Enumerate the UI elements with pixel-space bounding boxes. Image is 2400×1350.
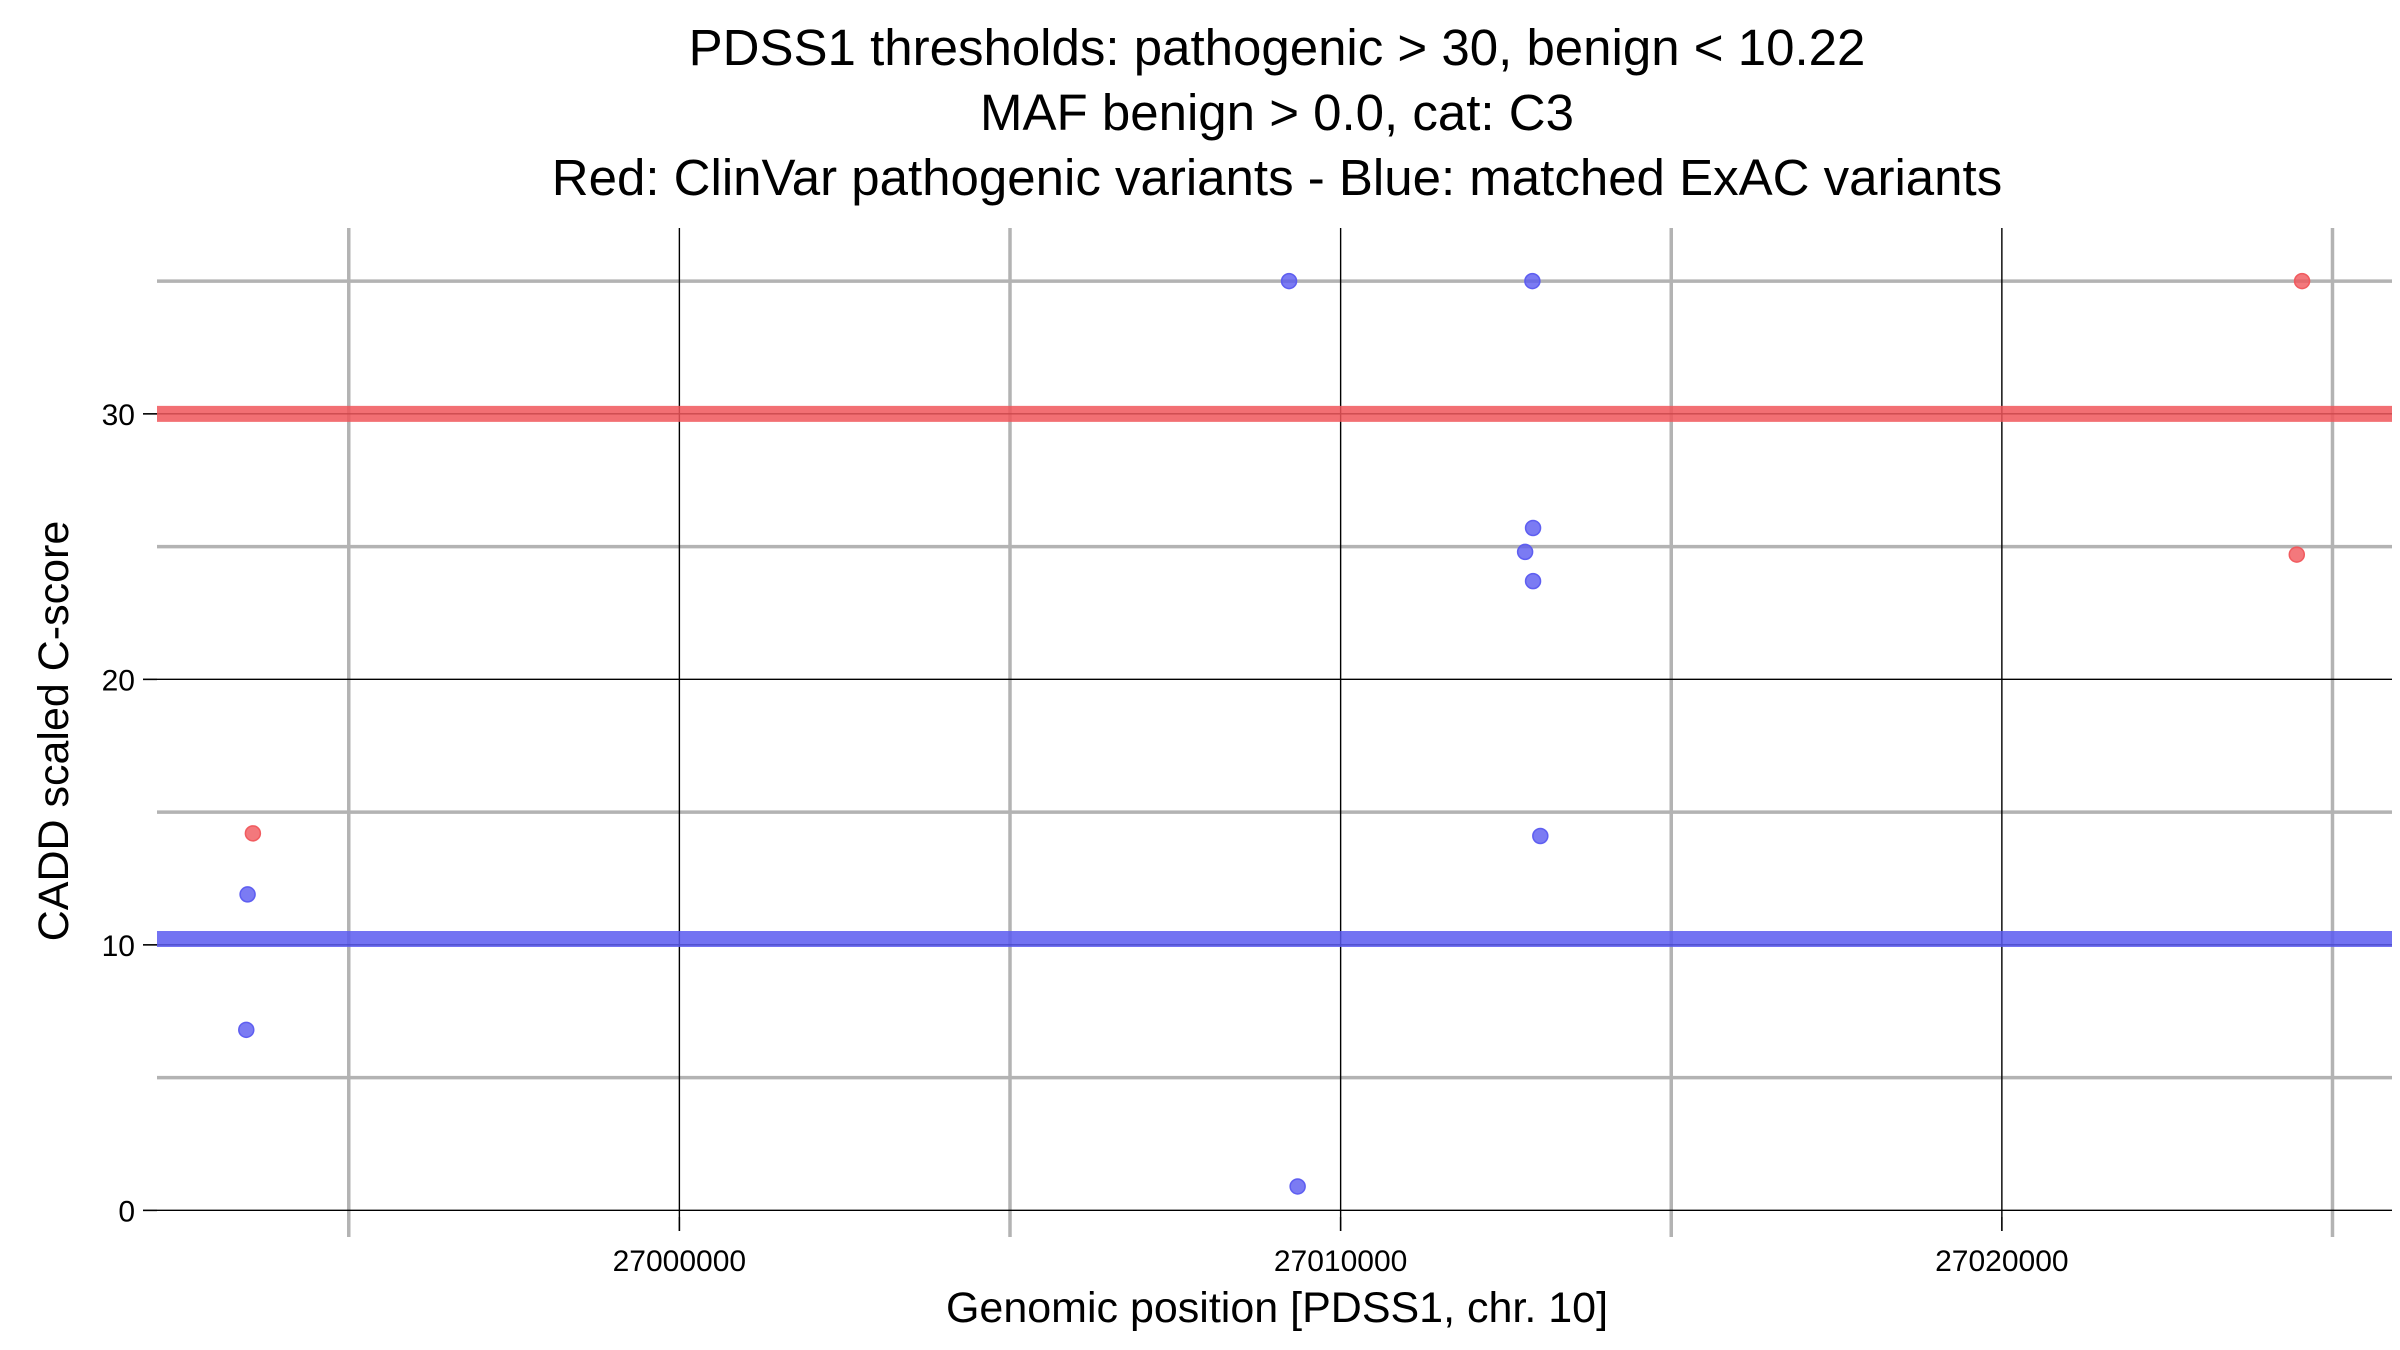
title-line-3: Red: ClinVar pathogenic variants - Blue:…	[552, 149, 2002, 206]
data-point	[1532, 827, 1549, 845]
major-gridlines	[157, 228, 2392, 1217]
x-tick-label: 27000000	[613, 1245, 746, 1278]
title-line-1: PDSS1 thresholds: pathogenic > 30, benig…	[689, 19, 1866, 76]
data-point	[238, 1021, 255, 1039]
axes	[143, 413, 2003, 1231]
data-point	[1280, 272, 1298, 290]
y-axis-title: CADD scaled C-score	[30, 521, 78, 942]
threshold-lines	[157, 405, 2392, 948]
data-point	[1524, 519, 1542, 537]
data-point	[1524, 272, 1541, 290]
data-point	[244, 825, 262, 842]
tick-labels: 27000000 27010000 27020000 0 10 20 30	[102, 399, 2069, 1278]
y-tick-label: 20	[102, 664, 135, 697]
data-point	[2293, 272, 2311, 290]
minor-gridlines	[157, 228, 2392, 1237]
title-line-2: MAF benign > 0.0, cat: C3	[980, 84, 1574, 141]
data-point	[239, 886, 256, 903]
x-tick-label: 27010000	[1274, 1245, 1407, 1278]
x-tick-label: 27020000	[1935, 1245, 2068, 1278]
y-tick-label: 30	[102, 399, 135, 432]
y-tick-label: 0	[118, 1195, 135, 1228]
data-point	[2288, 546, 2306, 563]
x-axis-title: Genomic position [PDSS1, chr. 10]	[946, 1284, 1608, 1332]
data-points	[238, 272, 2311, 1195]
data-point	[1524, 572, 1542, 590]
chart-title: PDSS1 thresholds: pathogenic > 30, benig…	[552, 19, 2002, 206]
data-point	[1289, 1178, 1306, 1195]
data-point	[1516, 543, 1534, 561]
y-tick-label: 10	[102, 930, 135, 963]
